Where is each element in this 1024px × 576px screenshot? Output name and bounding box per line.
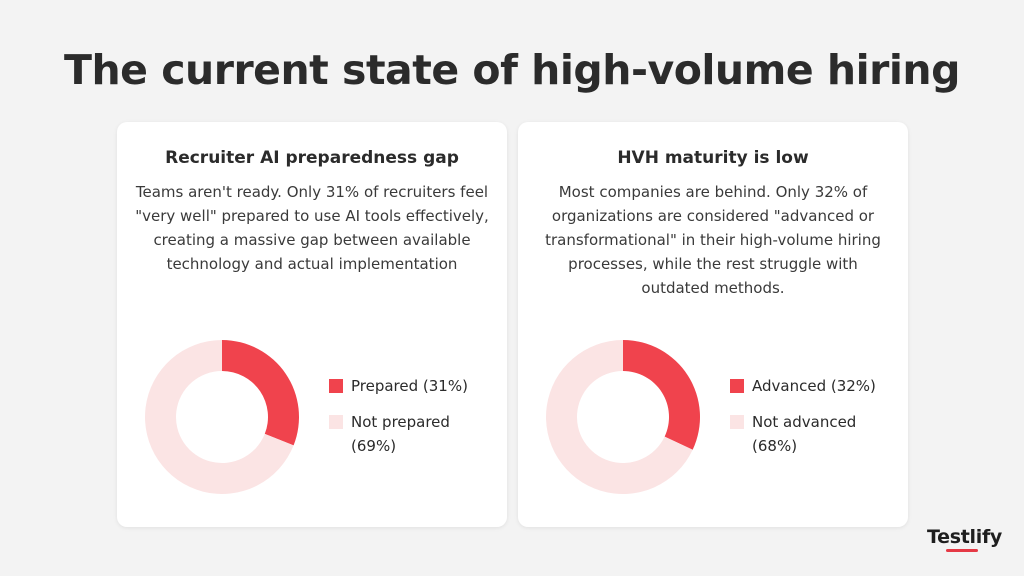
card-title: HVH maturity is low: [617, 148, 809, 168]
legend-item-advanced: Advanced (32%): [730, 374, 900, 398]
brand-underline: [946, 549, 978, 552]
chart-legend: Prepared (31%) Not prepared (69%): [329, 374, 499, 470]
legend-item-prepared: Prepared (31%): [329, 374, 499, 398]
card-hvh-maturity: HVH maturity is low Most companies are b…: [518, 122, 908, 527]
donut-chart: [145, 340, 299, 494]
legend-item-not-advanced: Not advanced (68%): [730, 410, 900, 458]
legend-swatch-prepared: [329, 379, 343, 393]
card-description: Most companies are behind. Only 32% of o…: [545, 183, 881, 297]
legend-label: Not prepared (69%): [351, 413, 450, 455]
brand-name: Testlify: [927, 526, 1002, 548]
legend-swatch-not-prepared: [329, 415, 343, 429]
donut-slice-advanced: [623, 340, 700, 450]
brand-logo: Testlify: [927, 526, 1002, 552]
legend-item-not-prepared: Not prepared (69%): [329, 410, 499, 458]
donut-slice-prepared: [222, 340, 299, 446]
chart-legend: Advanced (32%) Not advanced (68%): [730, 374, 900, 470]
donut-slice-not-prepared: [145, 340, 294, 494]
legend-swatch-not-advanced: [730, 415, 744, 429]
legend-label: Not advanced (68%): [752, 413, 857, 455]
legend-label: Prepared (31%): [351, 377, 468, 395]
card-description: Teams aren't ready. Only 31% of recruite…: [135, 183, 489, 273]
legend-swatch-advanced: [730, 379, 744, 393]
card-ai-preparedness: Recruiter AI preparedness gap Teams aren…: [117, 122, 507, 527]
donut-slice-not-advanced: [546, 340, 693, 494]
card-title: Recruiter AI preparedness gap: [165, 148, 459, 168]
legend-label: Advanced (32%): [752, 377, 876, 395]
page-title: The current state of high-volume hiring: [64, 46, 960, 94]
donut-chart: [546, 340, 700, 494]
